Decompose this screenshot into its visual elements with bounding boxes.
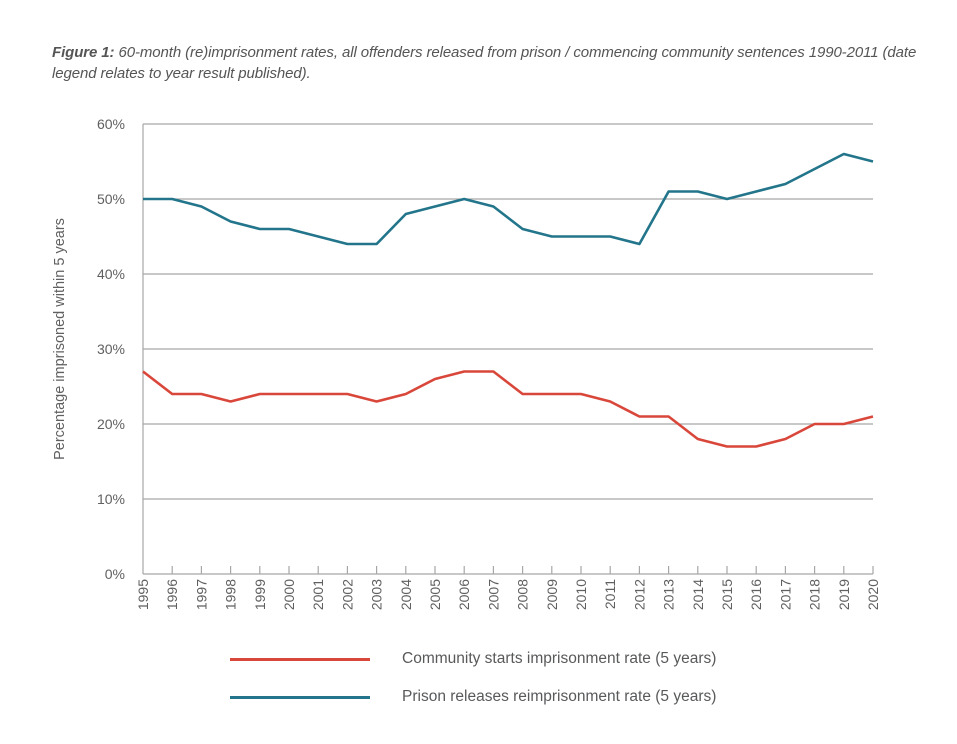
y-tick-label: 0% (105, 566, 125, 582)
x-tick-label: 2016 (748, 579, 764, 610)
x-tick-label: 2007 (485, 579, 501, 610)
y-tick-label: 30% (97, 341, 125, 357)
x-tick-label: 2006 (456, 579, 472, 610)
series-lines (142, 152, 874, 448)
y-tick-label: 20% (97, 416, 125, 432)
x-axis: 1995 1996 1997 1998 1999 2000 2001 2002 2003 2004… (135, 124, 881, 610)
legend-item-prison: Prison releases reimprisonment rate (5 y… (230, 678, 716, 716)
x-tick-label: 2004 (398, 579, 414, 610)
figure-caption: Figure 1: 60-month (re)imprisonment rate… (52, 42, 932, 84)
x-tick-label: 1997 (193, 579, 209, 610)
legend: Community starts imprisonment rate (5 ye… (230, 640, 716, 716)
legend-swatch-community (230, 657, 370, 661)
x-tick-label: 2009 (544, 579, 560, 610)
series-line-community (142, 370, 874, 448)
legend-label-community: Community starts imprisonment rate (5 ye… (402, 650, 717, 667)
y-axis-label: Percentage imprisoned within 5 years (52, 218, 68, 460)
x-tick-label: 2003 (369, 579, 385, 610)
x-tick-label: 2014 (690, 579, 706, 610)
x-tick-label: 2008 (515, 579, 531, 610)
x-tick-label: 2010 (573, 579, 589, 610)
legend-swatch-prison (230, 695, 370, 699)
x-tick-label: 1998 (223, 579, 239, 610)
y-axis-tick-labels: 0% 10% 20% 30% 40% 50% 60% (97, 116, 125, 582)
y-tick-label: 50% (97, 191, 125, 207)
x-tick-label: 2002 (339, 579, 355, 610)
x-tick-label: 2018 (807, 579, 823, 610)
x-tick-label: 1995 (135, 579, 151, 610)
x-tick-label: 2015 (719, 579, 735, 610)
x-tick-label: 2019 (836, 579, 852, 610)
legend-item-community: Community starts imprisonment rate (5 ye… (230, 640, 716, 678)
x-tick-label: 2012 (631, 579, 647, 610)
x-tick-label: 2017 (777, 579, 793, 610)
figure-caption-text: 60-month (re)imprisonment rates, all off… (52, 44, 917, 82)
x-tick-label: 2000 (281, 579, 297, 610)
legend-label-prison: Prison releases reimprisonment rate (5 y… (402, 688, 717, 705)
x-tick-label: 2020 (865, 579, 881, 610)
x-tick-label: 1996 (164, 579, 180, 610)
y-tick-label: 10% (97, 491, 125, 507)
y-tick-label: 40% (97, 266, 125, 282)
x-tick-label: 1999 (252, 579, 268, 610)
figure-caption-prefix: Figure 1: (52, 44, 115, 61)
x-tick-label: 2013 (661, 579, 677, 610)
series-line-prison (143, 152, 874, 246)
y-tick-label: 60% (97, 116, 125, 132)
x-tick-label: 2011 (602, 579, 618, 609)
gridlines (143, 123, 873, 500)
x-tick-label: 2005 (427, 579, 443, 610)
x-tick-label: 2001 (310, 579, 326, 610)
